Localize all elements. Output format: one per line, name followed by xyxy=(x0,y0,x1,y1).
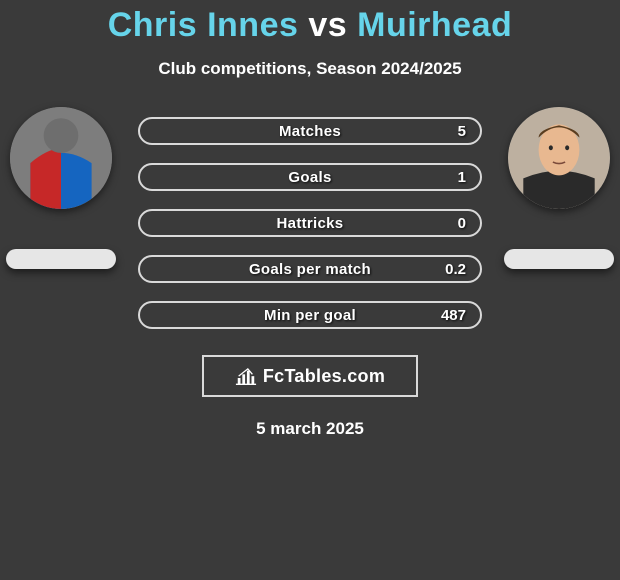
player-right-avatar xyxy=(508,107,610,209)
stat-row-goals-per-match: Goals per match 0.2 xyxy=(138,255,482,283)
stat-label: Hattricks xyxy=(140,211,480,235)
page-title: Chris Innes vs Muirhead xyxy=(0,6,620,45)
brand-text: FcTables.com xyxy=(263,366,385,387)
title-vs: vs xyxy=(308,6,347,44)
comparison-card: Chris Innes vs Muirhead Club competition… xyxy=(0,0,620,580)
stat-label: Goals xyxy=(140,165,480,189)
stat-label: Goals per match xyxy=(140,257,480,281)
stat-label: Matches xyxy=(140,119,480,143)
comparison-area: Matches 5 Goals 1 Hattricks 0 Goals per … xyxy=(0,117,620,337)
avatar-left-icon xyxy=(10,107,112,209)
date-text: 5 march 2025 xyxy=(0,419,620,439)
stat-value-right: 1 xyxy=(458,165,466,189)
title-player1: Chris Innes xyxy=(108,6,299,44)
title-player2: Muirhead xyxy=(357,6,512,44)
player-right-column xyxy=(504,107,614,269)
player-left-column xyxy=(6,107,116,269)
player-left-name-pill xyxy=(6,249,116,269)
stat-value-right: 0.2 xyxy=(445,257,466,281)
stat-label: Min per goal xyxy=(140,303,480,327)
stat-row-matches: Matches 5 xyxy=(138,117,482,145)
player-left-avatar xyxy=(10,107,112,209)
stat-row-min-per-goal: Min per goal 487 xyxy=(138,301,482,329)
stats-list: Matches 5 Goals 1 Hattricks 0 Goals per … xyxy=(138,117,482,329)
stat-value-right: 0 xyxy=(458,211,466,235)
stat-row-hattricks: Hattricks 0 xyxy=(138,209,482,237)
subtitle: Club competitions, Season 2024/2025 xyxy=(0,59,620,79)
stat-row-goals: Goals 1 xyxy=(138,163,482,191)
stat-value-right: 487 xyxy=(441,303,466,327)
avatar-right-icon xyxy=(508,107,610,209)
bars-chart-icon xyxy=(235,367,257,385)
player-right-name-pill xyxy=(504,249,614,269)
brand-box[interactable]: FcTables.com xyxy=(202,355,418,397)
stat-value-right: 5 xyxy=(458,119,466,143)
